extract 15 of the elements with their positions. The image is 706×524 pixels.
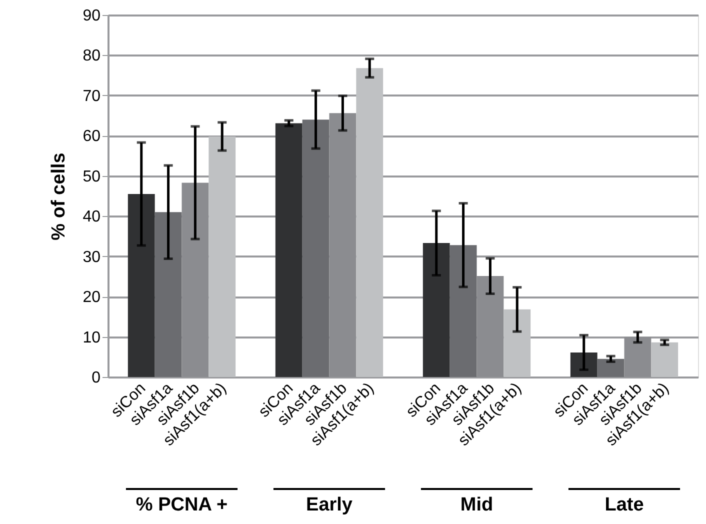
y-tick-label: 0 xyxy=(92,370,101,386)
y-tick-label: 10 xyxy=(82,329,101,346)
y-tick-label: 80 xyxy=(82,48,101,65)
y-tick-label: 90 xyxy=(82,8,101,24)
x-tick-label: % PCNA + xyxy=(136,494,228,516)
y-tick-label: 70 xyxy=(82,88,101,105)
x-tick-label: Mid xyxy=(460,494,494,516)
y-axis-title: % of cells xyxy=(48,152,70,240)
y-tick-label: 20 xyxy=(82,289,101,306)
y-tick-label: 30 xyxy=(82,248,101,266)
y-tick-label: 60 xyxy=(82,128,101,146)
y-tick-label: 50 xyxy=(82,168,101,186)
x-tick-label: Early xyxy=(306,494,353,516)
y-tick-label: 40 xyxy=(82,208,101,226)
x-tick-label: Late xyxy=(604,494,644,516)
